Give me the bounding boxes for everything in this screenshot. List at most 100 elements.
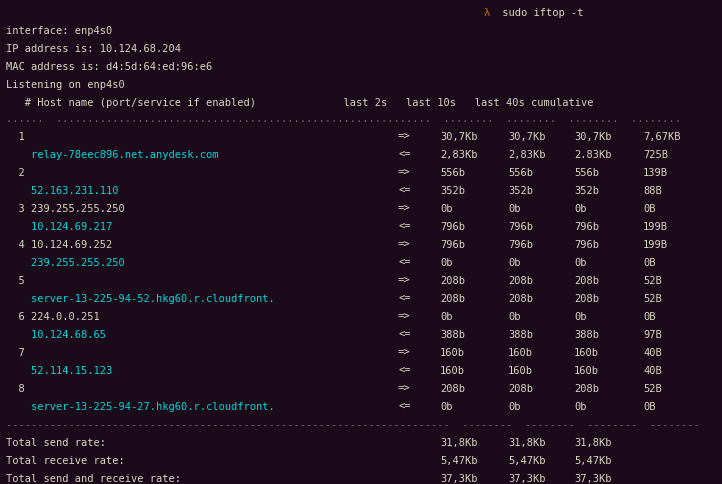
Text: -----------------------------------------------------------------------  -------: ----------------------------------------…: [6, 419, 700, 429]
Text: 208b: 208b: [508, 275, 533, 286]
Text: 7,67KB: 7,67KB: [643, 132, 681, 142]
Text: 352b: 352b: [508, 186, 533, 196]
Text: 796b: 796b: [440, 222, 465, 231]
Text: 52B: 52B: [643, 383, 662, 393]
Text: 7: 7: [6, 348, 25, 357]
Text: Total receive rate:: Total receive rate:: [6, 455, 125, 465]
Text: 37,3Kb: 37,3Kb: [574, 473, 612, 483]
Text: 352b: 352b: [440, 186, 465, 196]
Text: 199B: 199B: [643, 222, 668, 231]
Text: IP address is: 10.124.68.204: IP address is: 10.124.68.204: [6, 44, 181, 54]
Text: 160b: 160b: [574, 365, 599, 375]
Text: 37,3Kb: 37,3Kb: [440, 473, 477, 483]
Text: =>: =>: [398, 167, 411, 178]
Text: 796b: 796b: [508, 240, 533, 249]
Text: 208b: 208b: [440, 275, 465, 286]
Text: 0b: 0b: [574, 257, 586, 268]
Text: <=: <=: [398, 329, 411, 339]
Text: 31,8Kb: 31,8Kb: [508, 437, 546, 447]
Text: 0b: 0b: [574, 401, 586, 411]
Text: 30,7Kb: 30,7Kb: [574, 132, 612, 142]
Text: =>: =>: [398, 275, 411, 286]
Text: 97B: 97B: [643, 329, 662, 339]
Text: <=: <=: [398, 293, 411, 303]
Text: 139B: 139B: [643, 167, 668, 178]
Text: sudo iftop -t: sudo iftop -t: [496, 8, 583, 18]
Text: 199B: 199B: [643, 240, 668, 249]
Text: 2: 2: [6, 167, 25, 178]
Text: 88B: 88B: [643, 186, 662, 196]
Text: =>: =>: [398, 240, 411, 249]
Text: =>: =>: [398, 348, 411, 357]
Text: 52.114.15.123: 52.114.15.123: [6, 365, 112, 375]
Text: 208b: 208b: [574, 383, 599, 393]
Text: 31,8Kb: 31,8Kb: [440, 437, 477, 447]
Text: 40B: 40B: [643, 348, 662, 357]
Text: 725B: 725B: [643, 150, 668, 160]
Text: 160b: 160b: [574, 348, 599, 357]
Text: 0b: 0b: [440, 401, 453, 411]
Text: <=: <=: [398, 365, 411, 375]
Text: =>: =>: [398, 383, 411, 393]
Text: server-13-225-94-52.hkg60.r.cloudfront.: server-13-225-94-52.hkg60.r.cloudfront.: [6, 293, 275, 303]
Text: 0b: 0b: [508, 311, 521, 321]
Text: 239.255.255.250: 239.255.255.250: [6, 257, 125, 268]
Text: 0B: 0B: [643, 311, 656, 321]
Text: relay-78eec896.net.anydesk.com: relay-78eec896.net.anydesk.com: [6, 150, 219, 160]
Text: 796b: 796b: [574, 240, 599, 249]
Text: 2,83Kb: 2,83Kb: [440, 150, 477, 160]
Text: 556b: 556b: [440, 167, 465, 178]
Text: 0b: 0b: [574, 311, 586, 321]
Text: 388b: 388b: [508, 329, 533, 339]
Text: 0B: 0B: [643, 401, 656, 411]
Text: 10.124.69.217: 10.124.69.217: [6, 222, 112, 231]
Text: 52B: 52B: [643, 275, 662, 286]
Text: 30,7Kb: 30,7Kb: [440, 132, 477, 142]
Text: <=: <=: [398, 186, 411, 196]
Text: Total send and receive rate:: Total send and receive rate:: [6, 473, 181, 483]
Text: 0b: 0b: [440, 204, 453, 213]
Text: 4 10.124.69.252: 4 10.124.69.252: [6, 240, 112, 249]
Text: server-13-225-94-27.hkg60.r.cloudfront.: server-13-225-94-27.hkg60.r.cloudfront.: [6, 401, 275, 411]
Text: 2.83Kb: 2.83Kb: [574, 150, 612, 160]
Text: 208b: 208b: [574, 293, 599, 303]
Text: 208b: 208b: [440, 383, 465, 393]
Text: 160b: 160b: [440, 348, 465, 357]
Text: 52.163.231.110: 52.163.231.110: [6, 186, 118, 196]
Text: =>: =>: [398, 204, 411, 213]
Text: =>: =>: [398, 132, 411, 142]
Text: 388b: 388b: [574, 329, 599, 339]
Text: interface: enp4s0: interface: enp4s0: [6, 26, 112, 36]
Text: =>: =>: [398, 311, 411, 321]
Text: 10.124.68.65: 10.124.68.65: [6, 329, 106, 339]
Text: 30,7Kb: 30,7Kb: [508, 132, 546, 142]
Text: 5,47Kb: 5,47Kb: [440, 455, 477, 465]
Text: 8: 8: [6, 383, 25, 393]
Text: <=: <=: [398, 257, 411, 268]
Text: 796b: 796b: [508, 222, 533, 231]
Text: 0b: 0b: [508, 401, 521, 411]
Text: 160b: 160b: [508, 365, 533, 375]
Text: 208b: 208b: [508, 383, 533, 393]
Text: Total send rate:: Total send rate:: [6, 437, 106, 447]
Text: 31,8Kb: 31,8Kb: [574, 437, 612, 447]
Text: 160b: 160b: [440, 365, 465, 375]
Text: 556b: 556b: [508, 167, 533, 178]
Text: 796b: 796b: [440, 240, 465, 249]
Text: 796b: 796b: [574, 222, 599, 231]
Text: 208b: 208b: [574, 275, 599, 286]
Text: 5,47Kb: 5,47Kb: [508, 455, 546, 465]
Text: 352b: 352b: [574, 186, 599, 196]
Text: 208b: 208b: [508, 293, 533, 303]
Text: 5: 5: [6, 275, 25, 286]
Text: 3 239.255.255.250: 3 239.255.255.250: [6, 204, 125, 213]
Text: 2,83Kb: 2,83Kb: [508, 150, 546, 160]
Text: 37,3Kb: 37,3Kb: [508, 473, 546, 483]
Text: 0b: 0b: [508, 257, 521, 268]
Text: 0b: 0b: [440, 257, 453, 268]
Text: 160b: 160b: [508, 348, 533, 357]
Text: 40B: 40B: [643, 365, 662, 375]
Text: 0B: 0B: [643, 204, 656, 213]
Text: <=: <=: [398, 222, 411, 231]
Text: Listening on enp4s0: Listening on enp4s0: [6, 80, 125, 90]
